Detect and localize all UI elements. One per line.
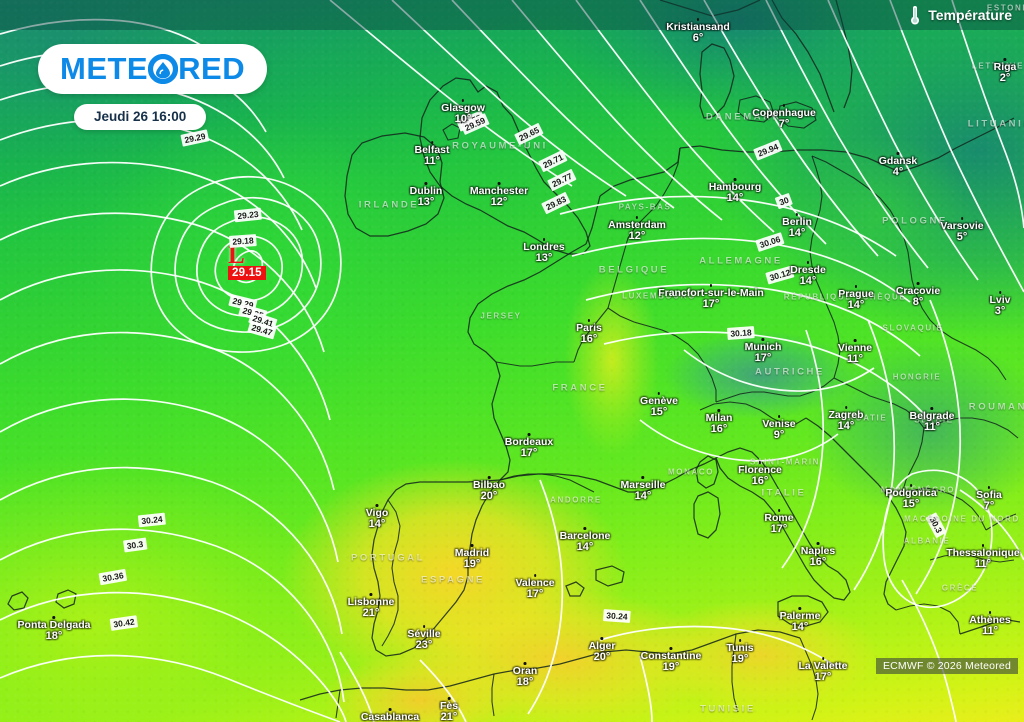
low-pressure-value: 29.15 [228, 266, 266, 280]
attribution-label: ECMWF © 2026 Meteored [875, 658, 1018, 674]
isobar-value-label: 30.24 [602, 609, 632, 623]
logo-text-before: METE [60, 51, 149, 86]
low-pressure-marker[interactable]: L 29.15 [228, 243, 266, 280]
forecast-datetime-pill[interactable]: Jeudi 26 16:00 [74, 104, 207, 130]
isobar-value-label: 30.18 [726, 326, 756, 340]
temperature-legend[interactable]: Température [909, 4, 1012, 26]
temperature-legend-label: Température [928, 7, 1012, 23]
header-band [0, 0, 1024, 30]
logo-text-after: RED [178, 51, 246, 86]
meteored-logo-text: METE RED [60, 53, 245, 84]
thermometer-icon [911, 6, 920, 25]
meteored-logo[interactable]: METE RED [38, 44, 268, 94]
low-pressure-letter: L [228, 242, 245, 269]
water-drop-icon [148, 53, 179, 84]
isobar-value-label: 29.18 [228, 234, 258, 248]
